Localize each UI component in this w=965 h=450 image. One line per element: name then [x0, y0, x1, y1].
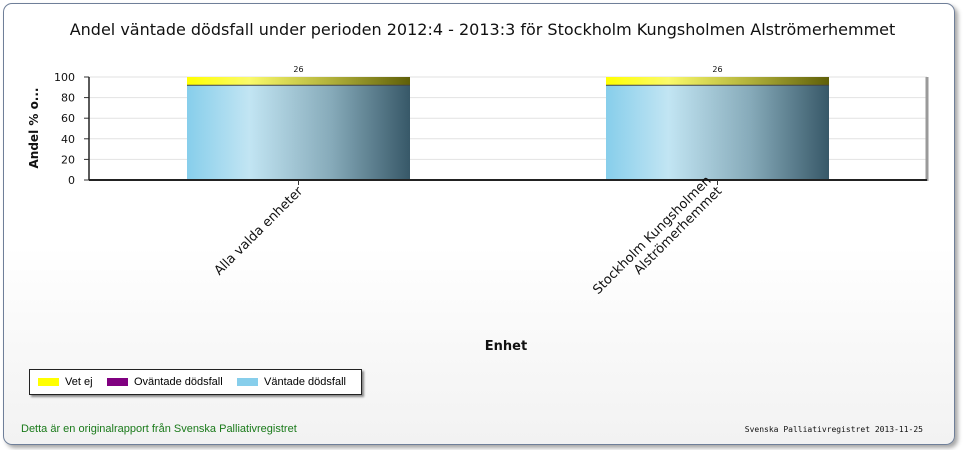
- y-tick-label: 60: [61, 112, 75, 125]
- bar-segment: [606, 85, 829, 180]
- legend-item-vet-ej: Vet ej: [38, 375, 93, 389]
- legend-item-ovantade: Oväntade dödsfall: [107, 375, 223, 389]
- legend: Vet ej Oväntade dödsfall Väntade dödsfal…: [29, 369, 362, 395]
- footer-source-note: Detta är en originalrapport från Svenska…: [21, 423, 297, 435]
- chart-title: Andel väntade dödsfall under perioden 20…: [69, 20, 896, 39]
- x-tick-label-line: Stockholm Kungsholmen: [590, 173, 714, 297]
- legend-item-vantade: Väntade dödsfall: [237, 375, 346, 389]
- legend-label-vet-ej: Vet ej: [65, 376, 93, 388]
- x-tick-label: Stockholm KungsholmenAlströmerhemmet: [590, 173, 725, 308]
- y-tick-label: 20: [61, 153, 75, 166]
- x-tick-label: Alla valda enheter: [212, 184, 307, 279]
- y-tick-label: 0: [68, 174, 75, 187]
- bar-data-label: 26: [293, 65, 303, 74]
- y-tick-label: 40: [61, 133, 75, 146]
- x-axis-label: Enhet: [485, 339, 527, 354]
- bar-segment: [187, 85, 410, 180]
- legend-swatch-ovantade: [107, 378, 128, 386]
- y-tick-label: 80: [61, 92, 75, 105]
- y-tick-label: 100: [54, 71, 75, 84]
- legend-label-ovantade: Oväntade dödsfall: [134, 376, 223, 388]
- bar-segment: [187, 77, 410, 86]
- legend-swatch-vet-ej: [38, 378, 59, 386]
- legend-label-vantade: Väntade dödsfall: [264, 376, 346, 388]
- x-tick-label-line: Alla valda enheter: [212, 184, 307, 279]
- y-axis-label: Andel % o...: [27, 88, 41, 169]
- footer-date: Svenska Palliativregistret 2013-11-25: [744, 425, 923, 434]
- bar-data-label: 26: [712, 65, 722, 74]
- bar-segment: [606, 77, 829, 86]
- legend-swatch-vantade: [237, 378, 258, 386]
